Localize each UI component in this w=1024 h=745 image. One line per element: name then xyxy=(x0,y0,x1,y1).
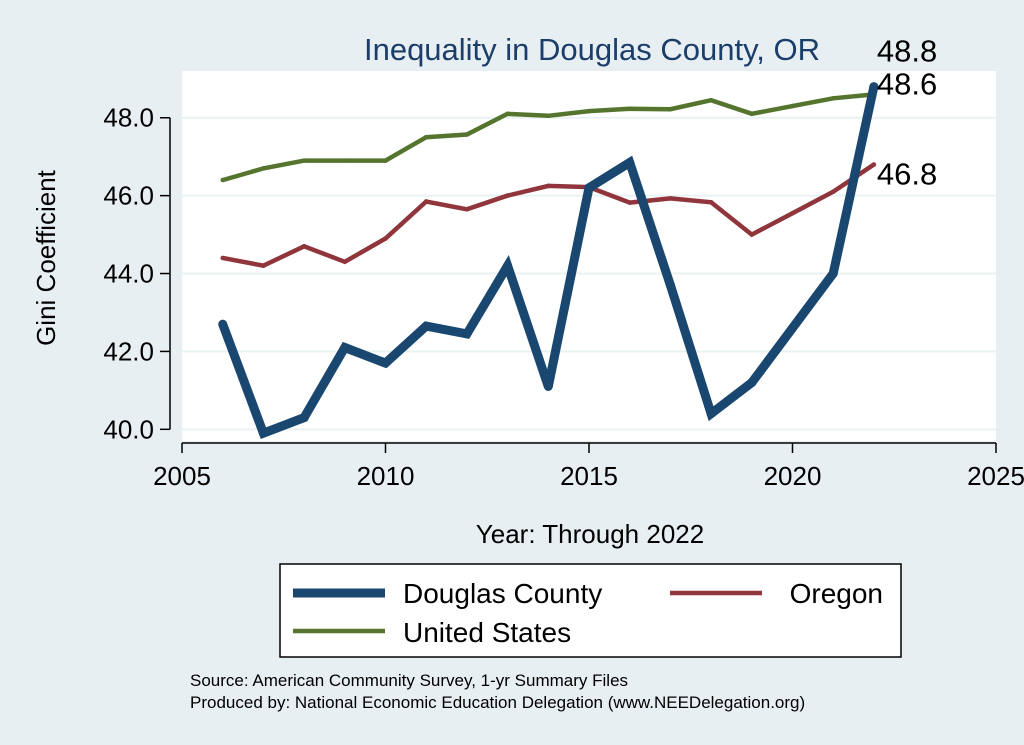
x-tick-label: 2015 xyxy=(560,461,618,491)
legend-label-united-states: United States xyxy=(403,617,571,648)
data-point-oregon xyxy=(505,193,510,198)
data-point-oregon xyxy=(261,263,266,268)
legend-label-oregon: Oregon xyxy=(790,578,883,609)
data-point-douglas-county xyxy=(503,261,513,271)
data-point-douglas-county xyxy=(788,323,797,333)
data-point-oregon xyxy=(708,200,714,205)
end-label-united-states: 48.6 xyxy=(877,66,937,101)
y-tick-label: 40.0 xyxy=(103,414,154,444)
data-point-united-states xyxy=(423,134,429,140)
chart-title: Inequality in Douglas County, OR xyxy=(364,32,820,67)
data-point-united-states xyxy=(505,111,510,117)
x-tick-label: 2010 xyxy=(357,461,415,491)
data-point-united-states xyxy=(301,158,307,163)
legend-box xyxy=(279,563,902,658)
data-point-douglas-county xyxy=(543,381,553,391)
data-point-united-states xyxy=(261,166,266,171)
data-point-douglas-county xyxy=(299,413,309,423)
data-point-united-states xyxy=(668,106,673,112)
data-point-douglas-county xyxy=(665,280,675,290)
data-point-united-states xyxy=(627,106,632,112)
data-point-united-states xyxy=(383,158,388,163)
data-point-oregon xyxy=(871,162,877,167)
y-axis-title: Gini Coefficient xyxy=(31,169,61,346)
data-point-united-states xyxy=(546,113,551,119)
data-point-united-states xyxy=(749,111,755,117)
data-point-united-states xyxy=(464,132,470,137)
x-tick-label: 2020 xyxy=(764,461,822,491)
data-point-oregon xyxy=(830,189,836,194)
data-point-oregon xyxy=(668,196,673,201)
legend: Douglas County Oregon United States xyxy=(279,563,902,658)
data-point-oregon xyxy=(546,183,551,189)
data-point-douglas-county xyxy=(218,319,228,329)
source-note: Source: American Community Survey, 1-yr … xyxy=(190,671,628,690)
data-point-united-states xyxy=(708,97,714,103)
data-point-douglas-county xyxy=(462,329,472,339)
data-point-oregon xyxy=(423,199,429,204)
data-point-douglas-county xyxy=(421,321,431,331)
data-point-douglas-county xyxy=(828,269,838,279)
x-tick-label: 2005 xyxy=(153,461,211,491)
end-labels: 48.8 46.8 48.6 xyxy=(877,34,937,192)
data-point-douglas-county xyxy=(340,343,350,353)
data-point-douglas-county xyxy=(625,158,635,168)
data-point-oregon xyxy=(342,259,348,265)
data-point-oregon xyxy=(790,210,795,216)
y-tick-label: 42.0 xyxy=(103,336,154,366)
data-point-united-states xyxy=(790,103,795,109)
end-label-douglas-county: 48.8 xyxy=(877,34,937,69)
gridlines xyxy=(182,116,996,431)
producer-note: Produced by: National Economic Education… xyxy=(190,693,805,712)
data-point-douglas-county xyxy=(584,183,594,193)
series-lines xyxy=(218,82,879,440)
data-point-oregon xyxy=(749,232,755,237)
y-tick-label: 46.0 xyxy=(103,181,154,211)
data-point-united-states xyxy=(586,108,592,114)
data-point-oregon xyxy=(627,200,632,205)
x-axis-title: Year: Through 2022 xyxy=(476,519,704,549)
data-point-douglas-county xyxy=(258,428,268,438)
data-point-oregon xyxy=(301,244,307,249)
data-point-oregon xyxy=(383,236,388,241)
data-point-oregon xyxy=(220,255,225,261)
data-point-douglas-county xyxy=(706,409,716,419)
data-point-united-states xyxy=(830,96,836,101)
data-point-douglas-county xyxy=(381,358,390,368)
data-point-oregon xyxy=(464,207,470,212)
data-point-united-states xyxy=(220,177,225,183)
y-tick-label: 44.0 xyxy=(103,259,154,289)
plot-area xyxy=(182,71,996,441)
data-point-douglas-county xyxy=(869,82,879,92)
data-point-douglas-county xyxy=(747,378,757,388)
legend-label-douglas-county: Douglas County xyxy=(403,578,602,609)
end-label-oregon: 46.8 xyxy=(877,156,937,191)
axes: 40.0 42.0 44.0 46.0 48.0 2005 2010 2015 2020 2025 xyxy=(103,103,1024,491)
y-tick-label: 48.0 xyxy=(103,103,154,133)
data-point-united-states xyxy=(342,158,348,163)
x-tick-label: 2025 xyxy=(967,461,1024,491)
